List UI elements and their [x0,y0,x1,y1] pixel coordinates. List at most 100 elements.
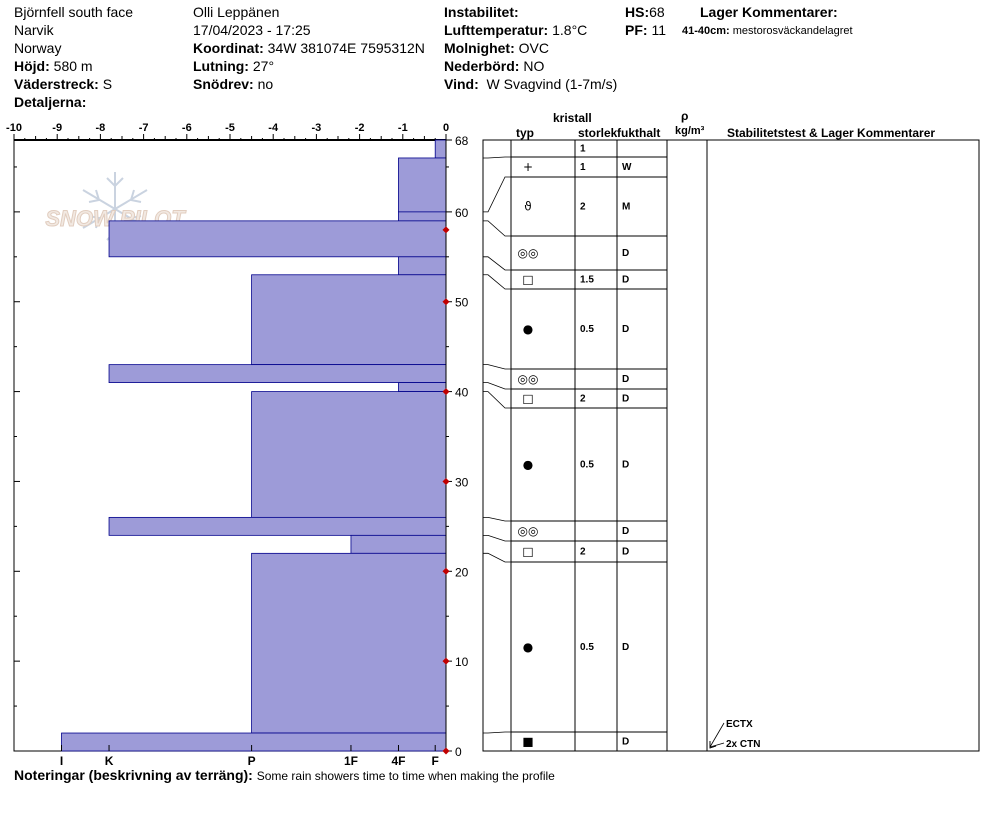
drift-row: Snödrev: no [193,76,273,93]
observer-name: Olli Leppänen [193,4,280,20]
type-header: typ [516,126,534,140]
slope-row: Lutning: 27° [193,58,274,75]
details-label: Detaljerna: [14,94,87,110]
slope-value: 27° [252,58,275,74]
slope-label: Lutning: [193,58,249,74]
grain-type: ● [523,640,533,654]
airtemp-label: Lufttemperatur: [444,22,549,38]
density-unit-header: kg/m³ [675,125,705,137]
height-tick-label: 0 [455,745,462,759]
top-axis-label: -10 [6,122,22,134]
aspect-label: Väderstreck: [14,76,99,92]
hardness-label: I [60,754,63,768]
elevation-row: Höjd: 580 m [14,58,93,75]
temperature-point [442,298,450,306]
temperature-point [442,657,450,665]
grain-type: ● [523,322,533,336]
top-axis-label: -2 [355,122,365,134]
coordinate-label: Koordinat: [193,40,264,56]
size-header: storlek [578,126,618,140]
grain-type: ■ [522,735,533,749]
grain-size: 1.5 [580,275,594,286]
top-axis-label: -4 [268,122,279,134]
row-connector [483,220,511,237]
stability-test-arrow [709,742,725,748]
elevation-label: Höjd: [14,58,50,74]
row-connector [483,534,511,542]
hs-row: HS:68 [625,4,665,21]
top-axis-label: -5 [225,122,235,134]
region-name: Narvik [14,22,54,38]
hardness-bar [108,364,447,384]
row-connector [483,256,511,271]
grain-size: 0.5 [580,324,594,335]
stability-test-label: ECTX [726,719,753,730]
observation-datetime: 17/04/2023 - 17:25 [193,22,311,38]
height-tick-label: 10 [455,655,469,669]
moisture-code: D [622,374,629,385]
precip-label: Nederbörd: [444,58,520,74]
grain-size: 2 [580,547,586,558]
cloud-label: Molnighet: [444,40,515,56]
row-connector [483,391,511,409]
moisture-code: D [622,248,629,259]
moisture-code: D [622,642,629,653]
hardness-bar [398,157,447,213]
elevation-value: 580 m [53,58,93,74]
moisture-code: D [622,275,629,286]
grain-size: 1 [580,162,586,173]
grain-type: + [523,160,533,174]
pf-row: PF: 11 [625,22,666,39]
grain-type: ◎◎ [518,372,539,386]
coordinate-row: Koordinat: 34W 381074E 7595312N [193,40,425,57]
hardness-bar [251,391,447,518]
hardness-bar [251,552,447,734]
notes-text: Some rain showers time to time when maki… [256,769,555,783]
hardness-bar [61,732,447,752]
grain-size: 1 [580,144,586,155]
grain-size: 0.5 [580,460,594,471]
instability-label: Instabilitet: [444,4,519,20]
temperature-point [442,226,450,234]
moisture-code: M [622,202,630,213]
layer-table: 1 + 1 Wϑ 2 M ◎◎ D □ 1.5 D ● 0.5 D ◎◎ D □ 2 D ● 0.5 D ◎◎ D □ 2 D ● 0.… [482,139,980,752]
row-connector [483,382,511,390]
row-connector [483,516,511,522]
hardness-bar [398,382,447,392]
layer-comment-text: mestorosväckandelagret [732,25,853,37]
layer-comments-label: Lager Kommentarer: [700,4,838,20]
temperature-point [442,567,450,575]
hs-value: 68 [649,4,665,20]
hs-label: HS: [625,4,650,20]
hardness-bar [398,256,447,276]
airtemp-row: Lufttemperatur: 1.8°C [444,22,587,39]
pf-value: 11 [651,22,666,38]
row-connector [483,731,511,734]
grain-size: 2 [580,202,586,213]
row-connector [483,364,511,370]
airtemp-value: 1.8°C [552,22,588,38]
moisture-code: D [622,737,629,748]
grain-size: 2 [580,394,586,405]
height-tick-label: 50 [455,296,469,310]
stability-test-arrow [709,722,725,748]
grain-type: ϑ [524,200,531,214]
grain-size: 0.5 [580,642,594,653]
hardness-bar [251,274,447,366]
moisture-header: fukthalt [617,126,661,140]
grain-type: □ [522,545,533,559]
hardness-bar [398,211,447,222]
grain-type: ◎◎ [518,524,539,538]
rho-header: ρ [681,109,689,123]
stability-test-label: 2x CTN [726,739,760,750]
temperature-point [442,388,450,396]
moisture-code: D [622,324,629,335]
hardness-label: F [432,754,439,768]
row-connector [483,156,511,159]
hardness-label: P [248,754,256,768]
top-axis-label: -9 [52,122,62,134]
hardness-bar [108,516,447,536]
top-axis-label: -6 [182,122,192,134]
